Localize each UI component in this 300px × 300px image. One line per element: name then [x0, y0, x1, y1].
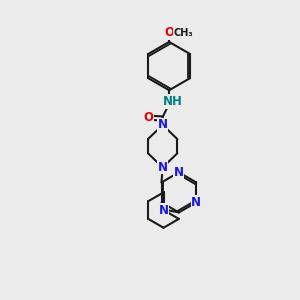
Text: O: O — [143, 111, 153, 124]
Text: N: N — [158, 204, 169, 217]
Text: NH: NH — [163, 95, 183, 108]
Text: N: N — [158, 118, 168, 131]
Text: N: N — [158, 204, 169, 217]
Text: CH₃: CH₃ — [173, 28, 193, 38]
Text: N: N — [191, 196, 201, 209]
Text: N: N — [174, 166, 184, 179]
Text: O: O — [164, 26, 174, 39]
Text: N: N — [158, 161, 168, 174]
Text: N: N — [158, 118, 168, 131]
